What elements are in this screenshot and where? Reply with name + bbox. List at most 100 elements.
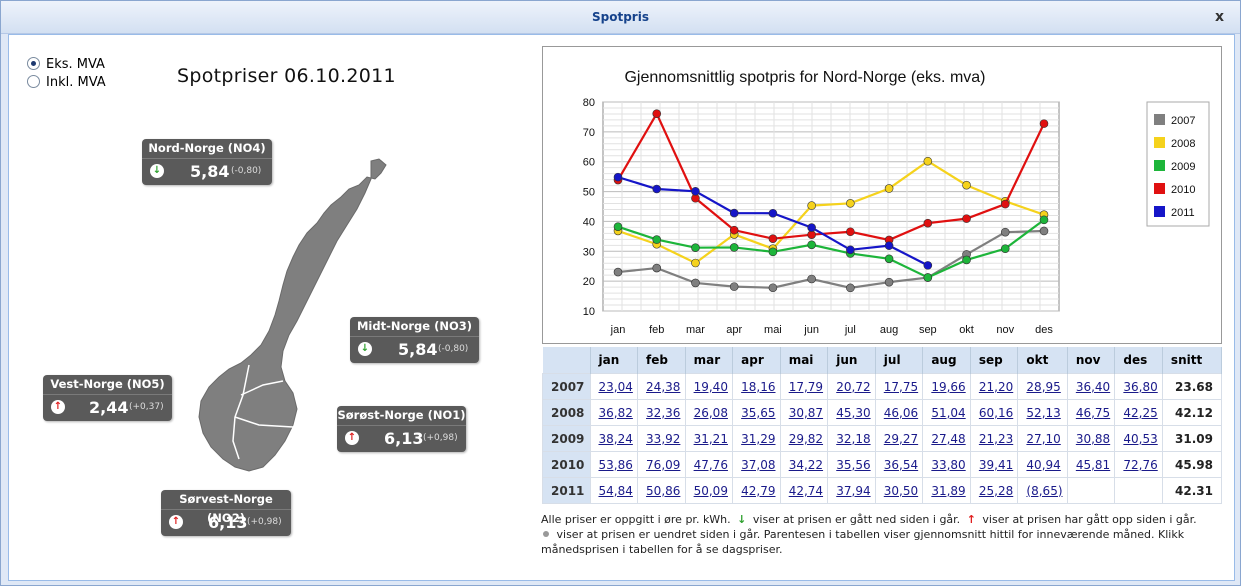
data-point-2009 bbox=[613, 222, 623, 231]
table-row: 2011 54,84 50,86 50,09 42,79 42,74 37,94 30,50 3… bbox=[542, 477, 1223, 504]
price-cell-link[interactable]: 51,04 bbox=[922, 399, 971, 426]
price-cell-link[interactable]: 30,50 bbox=[874, 477, 924, 504]
data-point-2007 bbox=[1039, 226, 1049, 236]
data-point-2010 bbox=[923, 218, 933, 228]
price-cell-link[interactable]: 21,23 bbox=[969, 425, 1019, 452]
price-cell-link[interactable]: 20,72 bbox=[827, 373, 876, 400]
data-point-2011 bbox=[807, 223, 816, 232]
x-tick-label: mai bbox=[764, 324, 782, 336]
region-badge-no3[interactable]: Midt-Norge (NO3) ↓ 5,84 (-0,80) bbox=[350, 317, 479, 363]
x-tick-label: jun bbox=[803, 324, 819, 336]
y-tick-label: 20 bbox=[583, 276, 595, 288]
price-cell-link[interactable]: 40,94 bbox=[1017, 451, 1068, 478]
price-cell-link[interactable]: 36,80 bbox=[1114, 373, 1163, 400]
radio-selected-icon[interactable] bbox=[27, 57, 40, 70]
price-cell-link[interactable]: 39,41 bbox=[969, 451, 1019, 478]
price-cell-link[interactable]: 76,09 bbox=[637, 451, 686, 478]
price-cell-link[interactable]: 42,74 bbox=[779, 477, 829, 504]
price-cell-link[interactable]: 46,06 bbox=[874, 399, 924, 426]
table-body: 2007 23,04 24,38 19,40 18,16 17,79 20,72 17,75 1… bbox=[542, 373, 1223, 504]
price-cell-link[interactable]: 17,75 bbox=[874, 373, 924, 400]
x-tick-label: des bbox=[1035, 324, 1053, 336]
price-cell-link[interactable]: 45,30 bbox=[827, 399, 876, 426]
price-cell-link[interactable]: 21,20 bbox=[969, 373, 1019, 400]
price-cell-link[interactable]: 31,89 bbox=[922, 477, 971, 504]
price-cell-link[interactable]: 32,18 bbox=[827, 425, 876, 452]
price-cell-link[interactable]: 27,10 bbox=[1017, 425, 1068, 452]
row-year: 2011 bbox=[542, 477, 591, 504]
price-cell-link[interactable]: 27,48 bbox=[922, 425, 971, 452]
price-cell-link[interactable]: 36,54 bbox=[874, 451, 924, 478]
price-cell-link[interactable]: 26,08 bbox=[684, 399, 734, 426]
row-average: 23.68 bbox=[1161, 373, 1223, 400]
price-cell-link[interactable]: 24,38 bbox=[637, 373, 686, 400]
price-cell-link[interactable]: 53,86 bbox=[589, 451, 639, 478]
table-row: 2010 53,86 76,09 47,76 37,08 34,22 35,56 36,54 3… bbox=[542, 451, 1223, 478]
radio-inkl-mva[interactable]: Inkl. MVA bbox=[27, 75, 106, 90]
title-bar: Spotpris x bbox=[1, 1, 1240, 34]
price-cell-link[interactable]: 31,29 bbox=[732, 425, 781, 452]
price-cell-link[interactable]: 40,53 bbox=[1114, 425, 1163, 452]
price-cell-link[interactable]: 29,27 bbox=[874, 425, 924, 452]
price-cell-link[interactable]: 28,95 bbox=[1017, 373, 1068, 400]
legend-swatch-2010 bbox=[1154, 183, 1165, 194]
chart-lines bbox=[613, 109, 1049, 293]
legend-swatch-2011 bbox=[1154, 206, 1165, 217]
arrow-down-icon: ↓ bbox=[358, 342, 372, 356]
price-cell-link[interactable]: 18,16 bbox=[732, 373, 781, 400]
price-cell-link[interactable]: 33,80 bbox=[922, 451, 971, 478]
price-cell-link[interactable]: 37,94 bbox=[827, 477, 876, 504]
price-cell-link[interactable]: 52,13 bbox=[1017, 399, 1068, 426]
arrow-down-icon: ↓ bbox=[737, 513, 747, 526]
radio-eks-mva[interactable]: Eks. MVA bbox=[27, 57, 105, 72]
price-cell-link[interactable]: 72,76 bbox=[1114, 451, 1163, 478]
price-cell-link[interactable]: 17,79 bbox=[779, 373, 829, 400]
price-cell-link[interactable]: 36,40 bbox=[1066, 373, 1116, 400]
legend-label-2007: 2007 bbox=[1171, 115, 1195, 127]
column-header-jul: jul bbox=[875, 347, 924, 374]
radio-unselected-icon[interactable] bbox=[27, 75, 40, 88]
data-point-2008 bbox=[962, 180, 971, 190]
row-average: 42.31 bbox=[1161, 477, 1223, 504]
price-cell-link[interactable]: 42,25 bbox=[1114, 399, 1163, 426]
price-cell-link[interactable]: 37,08 bbox=[732, 451, 781, 478]
price-cell-link[interactable]: 42,79 bbox=[732, 477, 781, 504]
region-change: (+0,37) bbox=[129, 402, 164, 412]
price-cell-link[interactable]: 45,81 bbox=[1066, 451, 1116, 478]
price-cell-link[interactable]: 50,09 bbox=[684, 477, 734, 504]
price-cell-link[interactable]: 31,21 bbox=[684, 425, 734, 452]
price-cell-link[interactable]: 35,56 bbox=[827, 451, 876, 478]
region-badge-no2[interactable]: Sørvest-Norge (NO2) ↑ 6,13 (+0,98) bbox=[161, 490, 291, 536]
price-cell-link[interactable]: 54,84 bbox=[589, 477, 639, 504]
price-cell-link[interactable]: 36,82 bbox=[589, 399, 639, 426]
region-badge-no5[interactable]: Vest-Norge (NO5) ↑ 2,44 (+0,37) bbox=[43, 375, 172, 421]
price-cell-link[interactable]: 38,24 bbox=[589, 425, 639, 452]
price-cell-link[interactable]: 29,82 bbox=[779, 425, 829, 452]
price-cell-link[interactable]: 19,40 bbox=[684, 373, 734, 400]
region-badge-no4[interactable]: Nord-Norge (NO4) ↓ 5,84 (-0,80) bbox=[142, 139, 272, 185]
price-cell-link[interactable]: 30,88 bbox=[1066, 425, 1116, 452]
price-cell-link[interactable]: 25,28 bbox=[969, 477, 1019, 504]
x-tick-label: aug bbox=[880, 324, 898, 336]
price-cell-link[interactable]: 60,16 bbox=[969, 399, 1019, 426]
price-cell-link[interactable]: 23,04 bbox=[589, 373, 639, 400]
data-point-2007 bbox=[613, 267, 623, 277]
data-point-2010 bbox=[652, 109, 662, 118]
price-cell-link[interactable]: 32,36 bbox=[637, 399, 686, 426]
data-point-2009 bbox=[807, 240, 816, 250]
price-cell-link[interactable]: (8,65) bbox=[1017, 477, 1068, 504]
data-point-2008 bbox=[807, 201, 816, 210]
price-cell-link[interactable]: 47,76 bbox=[684, 451, 734, 478]
region-name: Nord-Norge (NO4) bbox=[142, 139, 272, 159]
price-cell-link[interactable]: 46,75 bbox=[1066, 399, 1116, 426]
price-cell-link[interactable]: 30,87 bbox=[779, 399, 829, 426]
region-badge-no1[interactable]: Sørøst-Norge (NO1) ↑ 6,13 (+0,98) bbox=[337, 406, 466, 452]
price-cell-link[interactable]: 35,65 bbox=[732, 399, 781, 426]
price-cell-link[interactable]: 34,22 bbox=[779, 451, 829, 478]
price-cell-link[interactable]: 33,92 bbox=[637, 425, 686, 452]
series-line-2008 bbox=[617, 159, 1045, 265]
data-point-2007 bbox=[691, 278, 700, 288]
price-cell-link[interactable]: 50,86 bbox=[637, 477, 686, 504]
close-icon[interactable]: x bbox=[1214, 9, 1224, 25]
price-cell-link[interactable]: 19,66 bbox=[922, 373, 971, 400]
